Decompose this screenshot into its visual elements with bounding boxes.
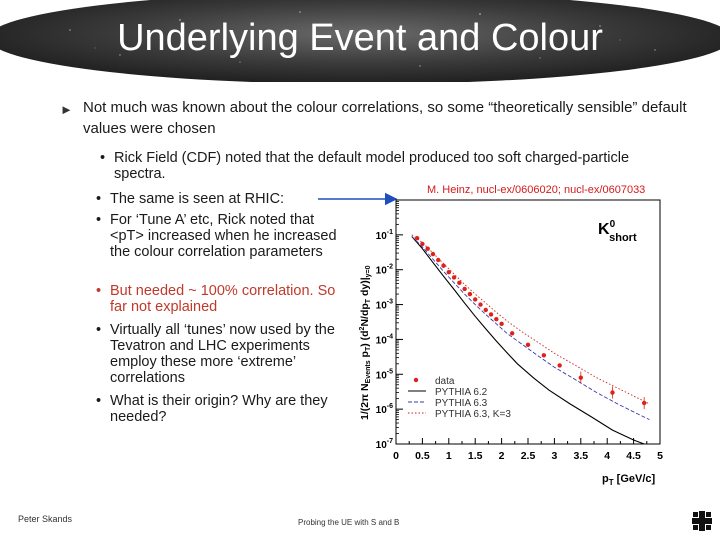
data-point [578,375,583,380]
data-point [499,321,504,327]
bullet-dot-icon: • [100,150,106,166]
bullet-dot-icon: • [96,212,102,228]
title-banner: Underlying Event and Colour [0,0,720,82]
slide-title: Underlying Event and Colour [117,17,603,59]
legend-entry: data [435,376,455,387]
fermilab-logo-icon [692,511,712,531]
data-point [641,400,647,406]
series-line-pythia-6-3-k-3 [411,234,650,405]
footer-title: Probing the UE with S and B [298,518,400,527]
y-axis-label: 1/(2π NEvents pT) (d2N/dpT dy)|y=0 [359,265,372,420]
data-point [509,331,515,336]
x-tick-label: 3.5 [573,450,588,462]
data-point [541,353,547,358]
sub-bullet-6: • What is their origin? Why are they nee… [96,393,342,425]
sub-bullet-4: • But needed ~ 100% correlation. So far … [96,283,342,315]
citation: M. Heinz, nucl-ex/0606020; nucl-ex/06070… [427,184,646,196]
data-point [462,286,467,292]
sub-bullet-text: For ‘Tune A’ etc, Rick noted that <pT> i… [110,212,337,260]
y-tick-label: 10-3 [376,299,393,312]
sub-bullet-text: But needed ~ 100% correlation. So far no… [110,283,336,315]
data-point [414,236,420,241]
data-point [446,269,451,275]
data-point [525,342,531,348]
data-point [610,390,615,395]
sub-bullet-2: • The same is seen at RHIC: [96,191,336,207]
y-tick-label: 10-2 [376,264,393,277]
banner-background [0,0,720,82]
data-point [478,302,483,307]
bullet-dot-icon: • [96,191,102,207]
main-bullet-text: Not much was known about the colour corr… [83,99,687,137]
sub-bullet-1: • Rick Field (CDF) noted that the defaul… [100,150,640,182]
x-tick-label: 1 [446,450,452,462]
x-tick-label: 4 [604,450,610,462]
legend-entry: PYTHIA 6.3 [435,398,488,409]
data-point [483,307,488,313]
data-point [467,291,473,297]
sub-bullet-text: What is their origin? Why are they neede… [110,393,328,425]
legend-entry: PYTHIA 6.2 [435,387,488,398]
data-point [430,251,436,257]
triangle-bullet-icon: ► [60,102,73,117]
main-bullet: ► Not much was known about the colour co… [60,97,700,139]
sub-bullet-5: • Virtually all ‘tunes’ now used by the … [96,322,342,386]
series-line-pythia-6-2 [411,236,645,445]
data-point [557,363,562,368]
x-axis-label: pT [GeV/c] [602,473,656,487]
kshort-spectrum-chart: 0 0.5 1 1.5 2 2.5 3 3.5 4 4.5 5 10-1 10-2 10-3 10-4 10-… [359,199,663,487]
legend-entry: PYTHIA 6.3, K=3 [435,409,511,420]
data-point [488,312,494,317]
axis-ticks: 0 0.5 1 1.5 2 2.5 3 3.5 4 4.5 5 10-1 10-2 10-3 10-4 10-… [376,201,663,462]
data-point [436,257,441,263]
data-point [425,246,430,251]
data-points [414,236,647,410]
footer-author: Peter Skands [18,514,73,524]
legend-marker [413,377,419,383]
data-point [494,317,499,322]
x-tick-label: 0.5 [415,450,430,462]
x-tick-label: 0 [393,450,399,462]
chart-series [411,234,650,445]
x-tick-label: 4.5 [626,450,641,462]
bullet-dot-icon: • [96,393,102,409]
x-tick-label: 1.5 [468,450,483,462]
data-point [451,275,457,280]
bullet-dot-icon: • [96,283,102,299]
series-line-pythia-6-3 [411,236,650,421]
y-tick-label: 10-6 [376,403,393,416]
data-point [473,297,478,302]
y-tick-label: 10-7 [376,438,393,451]
x-tick-label: 3 [551,450,557,462]
sub-bullet-text: The same is seen at RHIC: [110,191,285,207]
data-point [420,241,425,247]
x-tick-label: 5 [657,450,663,462]
data-point [457,280,462,286]
bullet-dot-icon: • [96,322,102,338]
data-point [441,263,446,268]
y-tick-label: 10-4 [376,333,393,346]
sub-bullet-3: • For ‘Tune A’ etc, Rick noted that <pT>… [96,212,342,260]
x-tick-label: 2.5 [521,450,536,462]
x-tick-label: 2 [499,450,505,462]
sub-bullet-text: Rick Field (CDF) noted that the default … [114,150,630,182]
y-tick-label: 10-1 [376,229,393,242]
sub-bullet-text: Virtually all ‘tunes’ now used by the Te… [110,322,335,386]
y-tick-label: 10-5 [376,368,393,381]
